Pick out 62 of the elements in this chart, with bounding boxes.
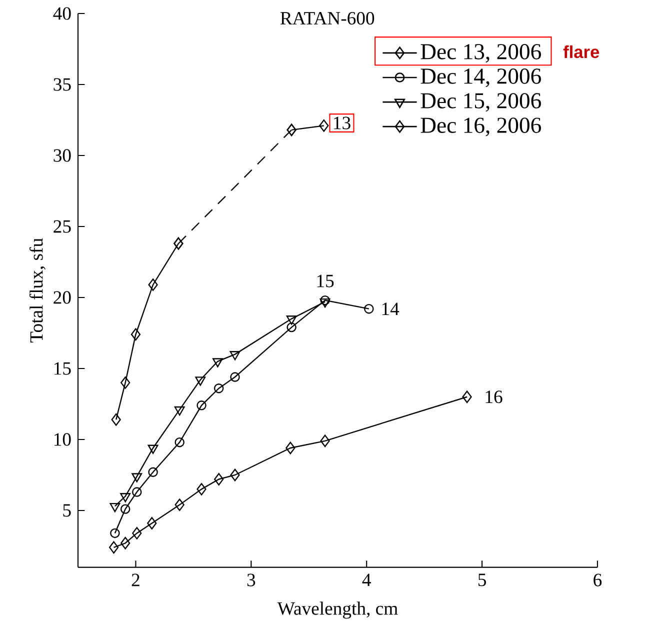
- point: [130, 328, 141, 341]
- legend-label: Dec 14, 2006: [420, 68, 541, 88]
- point: [212, 358, 223, 368]
- point: [214, 384, 224, 394]
- point: [230, 351, 240, 360]
- y-tick-label: 20: [54, 291, 71, 304]
- annotation: 16: [486, 390, 502, 404]
- point: [286, 316, 297, 325]
- point: [174, 498, 184, 512]
- point: [320, 298, 330, 308]
- x-tick-label: 2: [132, 574, 140, 586]
- point: [120, 504, 130, 514]
- x-tick-label: 5: [478, 574, 486, 586]
- y-tick-label: 35: [54, 78, 71, 91]
- point: [120, 493, 131, 502]
- point: [132, 527, 142, 540]
- point: [320, 295, 330, 306]
- y-tick-label: 30: [54, 149, 71, 162]
- x-tick-label: 6: [594, 574, 602, 586]
- point: [120, 536, 130, 550]
- legend-label: Dec 15, 2006: [420, 93, 541, 112]
- point: [174, 437, 184, 448]
- point: [148, 467, 158, 478]
- point: [148, 278, 158, 291]
- point: [364, 304, 374, 314]
- annotation: 14: [382, 302, 400, 316]
- x-tick-label: 3: [247, 574, 256, 586]
- point: [230, 468, 240, 482]
- y-tick-label: 40: [53, 7, 71, 20]
- point: [286, 322, 296, 332]
- y-tick-label: 15: [54, 362, 71, 375]
- point: [230, 372, 240, 382]
- point: [110, 502, 120, 512]
- legend-label: Dec 13, 2006: [420, 44, 541, 63]
- point: [120, 376, 130, 389]
- point: [196, 482, 206, 496]
- point: [462, 390, 472, 404]
- point: [174, 406, 185, 416]
- point: [148, 444, 158, 454]
- y-tick-label: 25: [54, 220, 71, 233]
- point: [111, 413, 121, 426]
- annotation: 15: [317, 274, 334, 288]
- annotation: flare: [563, 45, 600, 58]
- y-axis-title: Total flux, sfu: [29, 238, 46, 343]
- point: [196, 400, 206, 410]
- point: [147, 517, 157, 530]
- point: [214, 473, 224, 486]
- y-tick-label: 5: [63, 504, 71, 517]
- point: [132, 487, 142, 497]
- point: [320, 434, 330, 448]
- x-axis-title: Wavelength, cm: [277, 602, 398, 619]
- point: [108, 541, 119, 554]
- point: [319, 119, 329, 132]
- point: [195, 376, 206, 386]
- y-tick-label: 10: [54, 433, 71, 446]
- point: [132, 473, 142, 482]
- point: [110, 528, 120, 538]
- chart-title: RATAN-600: [280, 12, 374, 25]
- legend-label: Dec 16, 2006: [420, 118, 541, 136]
- x-tick-label: 4: [362, 574, 371, 586]
- annotation: 13: [334, 116, 350, 130]
- point: [286, 442, 296, 454]
